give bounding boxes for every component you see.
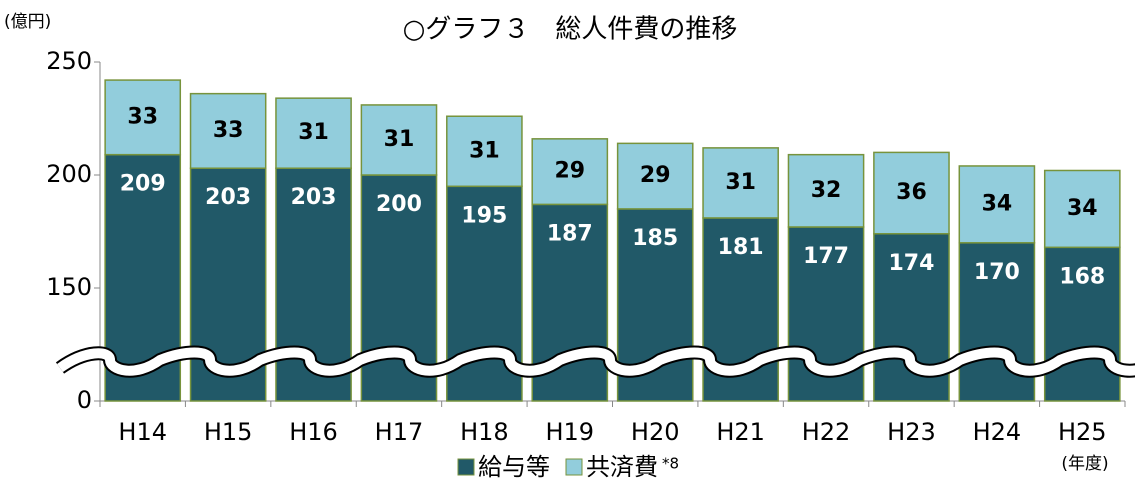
value-label: 203 bbox=[205, 185, 251, 210]
legend: 給与等 共済費 *8 bbox=[457, 453, 679, 481]
value-label: 32 bbox=[811, 178, 842, 203]
value-label: 29 bbox=[554, 159, 585, 184]
legend-note: *8 bbox=[662, 455, 679, 473]
bar-segment bbox=[275, 97, 352, 169]
legend-label: 共済費 bbox=[586, 453, 658, 481]
bar-segment bbox=[1043, 246, 1121, 402]
bar-segment bbox=[446, 115, 523, 188]
x-tick-label: H25 bbox=[1058, 418, 1107, 446]
x-tick-label: H17 bbox=[375, 418, 424, 446]
bar-segment bbox=[616, 142, 694, 210]
bar-segment bbox=[1043, 169, 1121, 249]
value-label: 31 bbox=[725, 170, 756, 195]
bar-segment bbox=[531, 138, 609, 206]
bar-segment bbox=[104, 79, 182, 156]
x-tick-label: H18 bbox=[460, 418, 509, 446]
x-unit-label: (年度) bbox=[1061, 454, 1108, 474]
y-tick-label: 0 bbox=[77, 386, 92, 414]
value-label: 34 bbox=[982, 191, 1013, 216]
legend-swatch bbox=[565, 458, 583, 476]
value-label: 31 bbox=[298, 120, 329, 145]
x-tick-label: H20 bbox=[631, 418, 680, 446]
y-tick-label: 250 bbox=[46, 47, 92, 75]
value-label: 195 bbox=[461, 203, 507, 228]
x-tick-label: H21 bbox=[716, 418, 765, 446]
value-label: 34 bbox=[1067, 196, 1098, 221]
value-label: 170 bbox=[974, 260, 1020, 285]
legend-swatch bbox=[457, 458, 475, 476]
bar-segment bbox=[360, 104, 438, 176]
value-label: 168 bbox=[1059, 264, 1105, 289]
value-label: 203 bbox=[291, 185, 337, 210]
x-tick-label: H19 bbox=[545, 418, 594, 446]
x-tick-label: H23 bbox=[887, 418, 936, 446]
value-label: 36 bbox=[896, 180, 927, 205]
bar-segment bbox=[787, 153, 865, 228]
y-tick-label: 200 bbox=[46, 160, 92, 188]
value-label: 29 bbox=[640, 163, 671, 188]
value-label: 31 bbox=[469, 138, 500, 163]
x-tick-label: H16 bbox=[289, 418, 338, 446]
bar-segment bbox=[873, 151, 950, 235]
value-label: 33 bbox=[213, 118, 244, 143]
x-tick-label: H24 bbox=[973, 418, 1022, 446]
y-tick-label: 150 bbox=[46, 273, 92, 301]
value-label: 31 bbox=[384, 127, 415, 152]
x-tick-label: H22 bbox=[802, 418, 851, 446]
value-label: 33 bbox=[127, 104, 158, 129]
chart-title: ○グラフ３ 総人件費の推移 bbox=[403, 15, 738, 45]
value-label: 185 bbox=[632, 226, 678, 251]
bar-segment bbox=[958, 165, 1036, 244]
x-tick-label: H14 bbox=[118, 418, 167, 446]
y-unit-label: (億円) bbox=[4, 12, 51, 32]
bar-segment bbox=[702, 147, 779, 219]
value-label: 174 bbox=[888, 251, 934, 276]
legend-label: 給与等 bbox=[478, 453, 550, 481]
value-label: 177 bbox=[803, 244, 849, 269]
axis-break bbox=[57, 347, 1135, 376]
value-label: 187 bbox=[547, 221, 593, 246]
x-tick-label: H15 bbox=[204, 418, 253, 446]
bar-segment bbox=[189, 92, 267, 169]
value-label: 181 bbox=[718, 235, 764, 260]
value-label: 200 bbox=[376, 192, 422, 217]
value-label: 209 bbox=[120, 172, 166, 197]
